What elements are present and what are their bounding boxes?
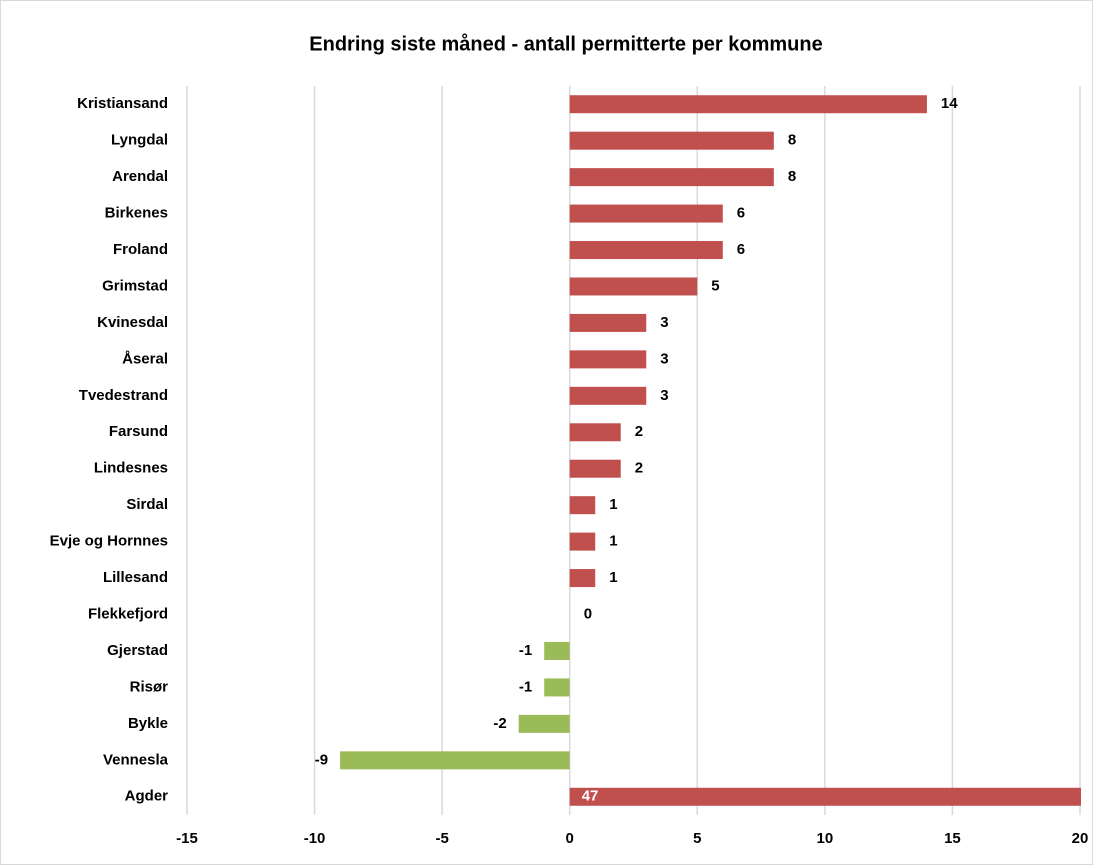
bar: [569, 569, 596, 588]
y-tick-label: Froland: [113, 241, 168, 258]
x-tick-label: 20: [1072, 830, 1089, 847]
y-tick-label: Risør: [130, 678, 169, 695]
y-tick-label: Agder: [125, 788, 169, 805]
y-tick-label: Vennesla: [103, 751, 169, 768]
y-tick-label: Sirdal: [126, 496, 168, 513]
data-label: 2: [635, 423, 643, 440]
x-tick-label: 5: [693, 830, 701, 847]
data-label: 1: [609, 496, 617, 513]
bar: [340, 751, 570, 770]
bars: [340, 95, 1081, 806]
data-label: 0: [584, 605, 592, 622]
chart-title: Endring siste måned - antall permitterte…: [309, 32, 822, 55]
y-tick-label: Arendal: [112, 168, 168, 185]
bar: [569, 386, 647, 405]
bar: [569, 277, 698, 296]
bar: [569, 350, 647, 369]
y-tick-label: Flekkefjord: [88, 605, 168, 622]
y-tick-label: Farsund: [109, 423, 168, 440]
y-tick-label: Kvinesdal: [97, 314, 168, 331]
y-tick-label: Lillesand: [103, 569, 168, 586]
data-label: -2: [493, 715, 506, 732]
data-label: 3: [660, 387, 668, 404]
data-label: 1: [609, 533, 617, 550]
bar: [569, 168, 774, 187]
x-tick-label: 15: [944, 830, 961, 847]
bar: [569, 95, 927, 114]
bar: [518, 714, 570, 733]
bar: [569, 204, 723, 223]
data-label: -1: [519, 642, 532, 659]
bar: [544, 678, 570, 697]
y-tick-label: Gjerstad: [107, 642, 168, 659]
x-tick-label: 10: [817, 830, 834, 847]
bar: [569, 423, 621, 442]
x-tick-label: 0: [566, 830, 574, 847]
bar: [569, 313, 647, 332]
data-label: 8: [788, 132, 796, 149]
bar: [569, 787, 1081, 806]
y-tick-label: Evje og Hornnes: [50, 533, 168, 550]
y-tick-label: Lindesnes: [94, 460, 168, 477]
data-label: 8: [788, 168, 796, 185]
x-tick-label: -5: [435, 830, 448, 847]
data-label: -9: [315, 751, 328, 768]
bar: [569, 241, 723, 260]
data-label: -1: [519, 678, 532, 695]
y-tick-label: Bykle: [128, 715, 168, 732]
data-label: 6: [737, 205, 745, 222]
data-label: 1: [609, 569, 617, 586]
bar: [569, 532, 596, 551]
data-label: 47: [582, 788, 599, 805]
data-label: 5: [711, 277, 719, 294]
bar: [544, 641, 570, 660]
bar: [569, 459, 621, 478]
y-tick-label: Grimstad: [102, 277, 168, 294]
x-tick-label: -15: [176, 830, 198, 847]
bar: [569, 496, 596, 515]
data-label: 14: [941, 95, 958, 112]
bar: [569, 131, 774, 150]
y-tick-label: Lyngdal: [111, 132, 168, 149]
data-label: 6: [737, 241, 745, 258]
y-tick-label: Åseral: [122, 350, 168, 367]
data-label: 3: [660, 314, 668, 331]
y-tick-label: Birkenes: [105, 205, 168, 222]
y-tick-label: Tvedestrand: [79, 387, 168, 404]
y-tick-label: Kristiansand: [77, 95, 168, 112]
x-tick-label: -10: [304, 830, 326, 847]
data-label: 2: [635, 460, 643, 477]
data-label: 3: [660, 350, 668, 367]
